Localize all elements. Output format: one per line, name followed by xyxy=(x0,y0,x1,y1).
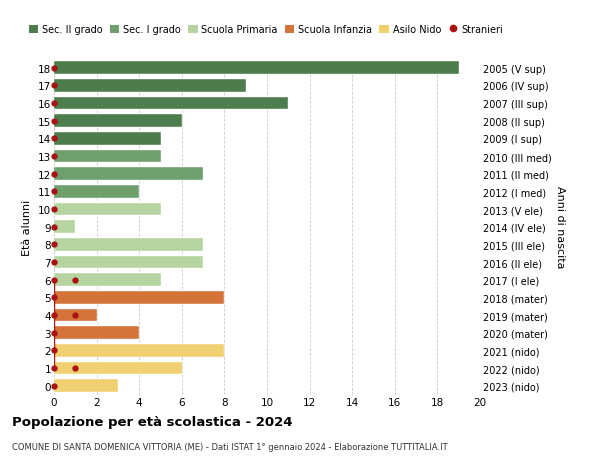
Bar xyxy=(54,168,203,181)
Bar xyxy=(54,327,139,339)
Bar xyxy=(54,203,161,216)
Bar xyxy=(54,185,139,198)
Bar xyxy=(54,309,97,322)
Bar xyxy=(54,362,182,375)
Bar xyxy=(54,239,203,251)
Bar xyxy=(54,115,182,128)
Bar xyxy=(54,291,224,304)
Y-axis label: Anni di nascita: Anni di nascita xyxy=(556,186,565,269)
Bar xyxy=(54,380,118,392)
Bar xyxy=(54,62,459,75)
Bar xyxy=(54,344,224,357)
Bar xyxy=(54,150,161,163)
Legend: Sec. II grado, Sec. I grado, Scuola Primaria, Scuola Infanzia, Asilo Nido, Stran: Sec. II grado, Sec. I grado, Scuola Prim… xyxy=(25,21,507,39)
Text: COMUNE DI SANTA DOMENICA VITTORIA (ME) - Dati ISTAT 1° gennaio 2024 - Elaborazio: COMUNE DI SANTA DOMENICA VITTORIA (ME) -… xyxy=(12,442,448,451)
Bar xyxy=(54,97,289,110)
Y-axis label: Età alunni: Età alunni xyxy=(22,199,32,255)
Bar xyxy=(54,80,246,92)
Bar xyxy=(54,133,161,146)
Bar xyxy=(54,221,76,234)
Text: Popolazione per età scolastica - 2024: Popolazione per età scolastica - 2024 xyxy=(12,415,293,428)
Bar xyxy=(54,256,203,269)
Bar xyxy=(54,274,161,286)
